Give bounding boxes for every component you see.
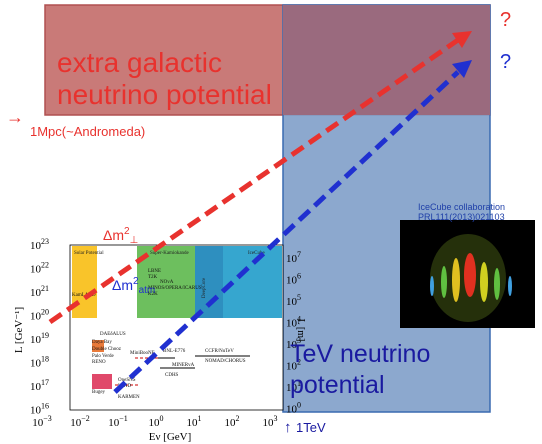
power-base: 10 [187, 417, 199, 429]
symbol: Δm [112, 277, 133, 293]
power-exponent: 22 [41, 261, 49, 270]
power-exponent: 6 [297, 272, 301, 281]
event-string [430, 276, 434, 296]
experiment-label: CCFR/NuTeV [205, 349, 234, 354]
power-exponent: 0 [160, 414, 164, 423]
y2-axis-title: L [m] [295, 319, 306, 342]
experiment-label: MINOS/OPERA/ICARUS [148, 286, 202, 291]
question-mark: ? [500, 9, 511, 31]
power-exponent: 17 [41, 378, 49, 387]
experiment-label: T2K [148, 275, 158, 280]
symbol: Δm [103, 227, 124, 243]
power-exponent: 0 [297, 401, 301, 410]
power-base: 10 [30, 240, 42, 252]
power-exponent: −2 [81, 414, 90, 423]
power-exponent: 18 [41, 355, 49, 364]
experiment-label: Double Chooz [92, 347, 122, 352]
experiment-label: LBNE [148, 269, 161, 274]
power-exponent: 2 [236, 414, 240, 423]
tev-arrow: ↑ [284, 419, 292, 436]
power-base: 10 [263, 417, 275, 429]
power-exponent: 19 [41, 331, 49, 340]
power-exponent: −1 [119, 414, 128, 423]
power-base: 10 [30, 381, 42, 393]
power-base: 10 [30, 358, 42, 370]
power-base: 10 [149, 417, 161, 429]
power-base: 10 [30, 264, 42, 276]
event-string [452, 258, 460, 302]
subscript: atm [139, 285, 156, 296]
power-exponent: 7 [297, 250, 301, 259]
experiment-label: MINERvA [172, 363, 195, 368]
event-string [480, 262, 488, 302]
power-base: 10 [70, 417, 82, 429]
icecube-credit: IceCube collaboration [418, 202, 505, 212]
power-exponent: 1 [198, 414, 202, 423]
headline-line: neutrino potential [57, 79, 272, 110]
experiment-label: OneSNS [118, 378, 136, 383]
power-exponent: 16 [41, 402, 49, 411]
power-base: 10 [286, 253, 298, 265]
experiment-label: CDHS [165, 373, 179, 378]
experiment-label: Palo Verde [92, 354, 114, 359]
y-axis-title: L [GeV⁻¹] [13, 307, 25, 353]
tev-label: potential [290, 371, 385, 399]
icecube-credit: PRL111(2013)021103 [418, 212, 505, 222]
bugey-region [92, 374, 112, 389]
power-base: 10 [286, 404, 298, 416]
experiment-label: Bugey [92, 390, 106, 395]
overlap-box [283, 5, 490, 115]
tev-marker-label: 1TeV [296, 420, 326, 435]
experiment-label: NOMAD/CHORUS [205, 359, 246, 364]
power-exponent: 5 [297, 293, 301, 302]
power-base: 10 [286, 275, 298, 287]
tev-label: TeV neutrino [290, 340, 430, 368]
experiment-label: BNL-E776 [163, 349, 186, 354]
power-exponent: 20 [41, 308, 49, 317]
event-string [441, 266, 447, 298]
experiment-label: DAEδALUS [100, 332, 126, 337]
power-base: 10 [32, 417, 44, 429]
distance-label: 1Mpc(~Andromeda) [30, 124, 145, 139]
headline-line: extra galactic [57, 47, 222, 78]
question-mark: ? [500, 51, 511, 73]
x-axis-title: Eν [GeV] [149, 431, 192, 443]
power-base: 10 [30, 311, 42, 323]
subscript: ⊥ [130, 235, 139, 246]
distance-arrow: → [6, 107, 24, 127]
power-exponent: 3 [274, 414, 278, 423]
power-exponent: −3 [43, 414, 52, 423]
power-exponent: 23 [41, 237, 49, 246]
event-core [464, 253, 476, 297]
power-exponent: 21 [41, 284, 49, 293]
experiment-label: RENO [92, 360, 106, 365]
power-base: 10 [30, 287, 42, 299]
power-base: 10 [286, 296, 298, 308]
power-base: 10 [30, 334, 42, 346]
power-base: 10 [30, 405, 42, 417]
slide: extra galactic neutrino potential → 1Mpc… [0, 0, 542, 444]
experiment-label: KARMEN [118, 395, 140, 400]
region-label: DeepCore [202, 277, 207, 298]
experiment-label: Daya Bay [92, 340, 112, 345]
region-label: Solar Potential [74, 251, 104, 256]
experiment-label: NOvA [160, 280, 174, 285]
power-base: 10 [108, 417, 120, 429]
power-base: 10 [225, 417, 237, 429]
event-string [508, 276, 512, 296]
event-string [494, 268, 500, 300]
